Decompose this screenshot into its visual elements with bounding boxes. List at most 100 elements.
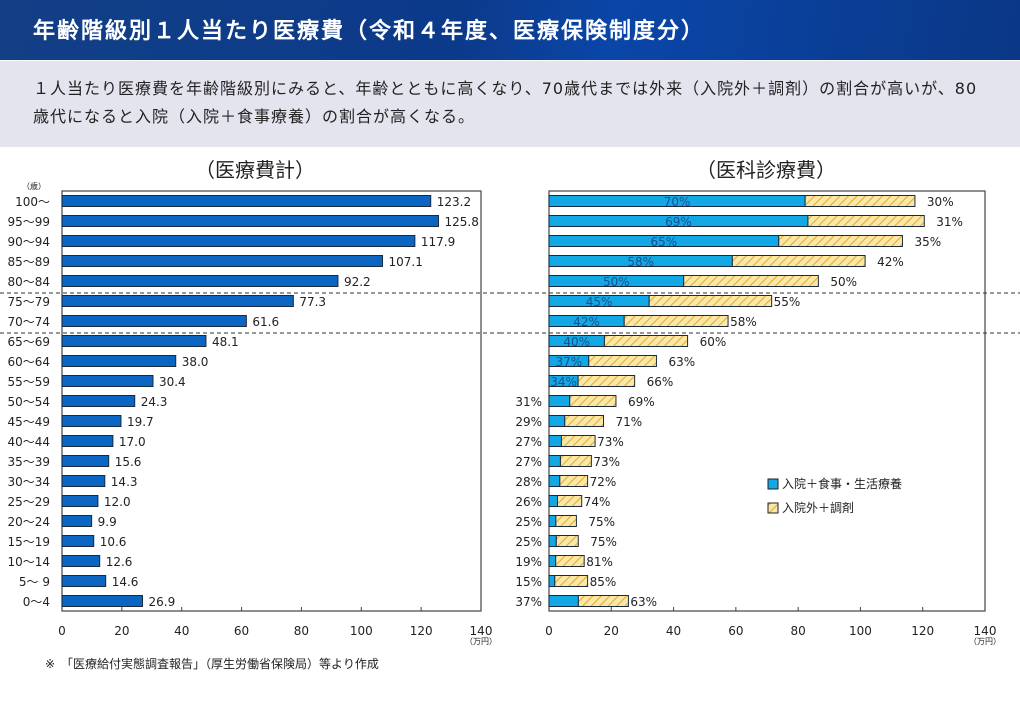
- outpatient-bar: [555, 555, 585, 567]
- total-cost-value-label: 14.3: [111, 475, 138, 489]
- outpatient-bar: [569, 395, 617, 407]
- total-cost-bar: [61, 235, 416, 247]
- outpatient-bar: [559, 475, 589, 487]
- outpatient-bar: [807, 215, 925, 227]
- inpatient-bar: [548, 475, 561, 487]
- medical-x-tick-label: 60: [728, 624, 743, 638]
- total-cost-bar: [61, 315, 247, 327]
- inpatient-percent-label: 45%: [586, 295, 613, 309]
- inpatient-percent-label: 70%: [664, 195, 691, 209]
- age-category-label: 5～ 9: [19, 575, 50, 589]
- total-cost-value-label: 9.9: [98, 515, 117, 529]
- age-category-label: 60～64: [7, 355, 50, 369]
- legend-label-inpatient: 入院＋食事・生活療養: [782, 476, 902, 491]
- total-x-tick-label: 100: [350, 624, 373, 638]
- age-category-label: 80～84: [7, 275, 50, 289]
- total-cost-value-label: 10.6: [100, 535, 127, 549]
- age-category-label: 85～89: [7, 255, 50, 269]
- age-category-label: 100～: [15, 195, 50, 209]
- age-category-label: 10～14: [7, 555, 50, 569]
- total-cost-bar: [61, 195, 432, 207]
- summary-box: １人当たり医療費を年齢階級別にみると、年齢とともに高くなり、70歳代までは外来（…: [0, 61, 1020, 147]
- medical-cost-chart: 0 20 40 60 80 100 120 140（万円） 70% 30% 69% 31% 65% 35%…: [500, 190, 1020, 646]
- total-cost-value-label: 107.1: [389, 255, 423, 269]
- inpatient-bar: [548, 595, 579, 607]
- outpatient-percent-label: 60%: [700, 335, 727, 349]
- outpatient-percent-label: 72%: [590, 475, 617, 489]
- medical-x-tick-label: 140: [974, 624, 997, 638]
- medical-x-unit-label: （万円）: [969, 637, 1001, 646]
- total-x-tick-label: 0: [58, 624, 66, 638]
- total-cost-value-label: 48.1: [212, 335, 239, 349]
- outpatient-bar: [623, 315, 729, 327]
- total-cost-value-label: 26.9: [149, 595, 176, 609]
- total-cost-bar: [61, 355, 177, 367]
- outpatient-bar: [560, 435, 596, 447]
- age-category-label: 70～74: [7, 315, 50, 329]
- total-cost-bar: [61, 395, 136, 407]
- age-category-label: 45～49: [7, 415, 50, 429]
- total-x-tick-label: 20: [114, 624, 129, 638]
- outpatient-bar: [648, 295, 773, 307]
- total-cost-bar: [61, 415, 122, 427]
- outpatient-bar: [804, 195, 916, 207]
- total-x-tick-label: 40: [174, 624, 189, 638]
- outpatient-percent-label: 42%: [877, 255, 904, 269]
- total-cost-value-label: 12.6: [106, 555, 133, 569]
- inpatient-percent-label: 27%: [515, 435, 542, 449]
- header-banner: 年齢階級別１人当たり医療費（令和４年度、医療保険制度分）: [0, 0, 1020, 60]
- inpatient-percent-label: 34%: [550, 375, 577, 389]
- outpatient-bar: [554, 575, 589, 587]
- inpatient-percent-label: 26%: [515, 495, 542, 509]
- inpatient-percent-label: 29%: [515, 415, 542, 429]
- total-cost-value-label: 24.3: [141, 395, 168, 409]
- total-cost-value-label: 30.4: [159, 375, 186, 389]
- source-footnote: ※ 「医療給付実態調査報告」（厚生労働省保険局）等より作成: [45, 657, 379, 671]
- total-cost-bar: [61, 275, 339, 287]
- legend-swatch-inpatient: [767, 478, 779, 490]
- total-cost-bar: [61, 535, 95, 547]
- total-cost-value-label: 15.6: [115, 455, 142, 469]
- total-cost-bar: [61, 475, 106, 487]
- medical-x-tick-label: 20: [604, 624, 619, 638]
- inpatient-bar: [548, 415, 566, 427]
- total-x-tick-label: 140: [470, 624, 493, 638]
- chart-title-total: （医療費計）: [195, 158, 315, 182]
- outpatient-bar: [683, 275, 819, 287]
- outpatient-percent-label: 55%: [774, 295, 801, 309]
- total-cost-bar: [61, 495, 99, 507]
- total-cost-value-label: 14.6: [112, 575, 139, 589]
- inpatient-bar: [548, 575, 556, 587]
- age-unit-label: （歳）: [22, 181, 46, 191]
- total-cost-bar: [61, 595, 144, 607]
- outpatient-percent-label: 81%: [586, 555, 613, 569]
- outpatient-percent-label: 75%: [588, 515, 615, 529]
- outpatient-percent-label: 63%: [668, 355, 695, 369]
- inpatient-percent-label: 37%: [556, 355, 583, 369]
- chart-title-medical: （医科診療費）: [696, 158, 836, 182]
- outpatient-percent-label: 73%: [597, 435, 624, 449]
- age-category-label: 75～79: [7, 295, 50, 309]
- outpatient-bar: [588, 355, 657, 367]
- medical-x-tick-label: 40: [666, 624, 681, 638]
- age-category-label: 55～59: [7, 375, 50, 389]
- inpatient-percent-label: 65%: [651, 235, 678, 249]
- legend-swatch-outpatient: [767, 502, 779, 514]
- total-cost-bar: [61, 375, 154, 387]
- total-cost-value-label: 77.3: [299, 295, 326, 309]
- medical-x-tick-label: 120: [911, 624, 934, 638]
- medical-x-tick-label: 0: [545, 624, 553, 638]
- inpatient-percent-label: 15%: [515, 575, 542, 589]
- total-cost-value-label: 17.0: [119, 435, 146, 449]
- total-cost-bar: [61, 515, 93, 527]
- outpatient-percent-label: 75%: [590, 535, 617, 549]
- page-title: 年齢階級別１人当たり医療費（令和４年度、医療保険制度分）: [33, 19, 706, 44]
- legend-label-outpatient: 入院外＋調剤: [782, 500, 854, 515]
- age-category-label: 0～4: [23, 595, 50, 609]
- total-cost-value-label: 12.0: [104, 495, 131, 509]
- total-cost-value-label: 117.9: [421, 235, 455, 249]
- age-category-label: 50～54: [7, 395, 50, 409]
- age-category-label: 95～99: [7, 215, 50, 229]
- total-x-tick-label: 80: [294, 624, 309, 638]
